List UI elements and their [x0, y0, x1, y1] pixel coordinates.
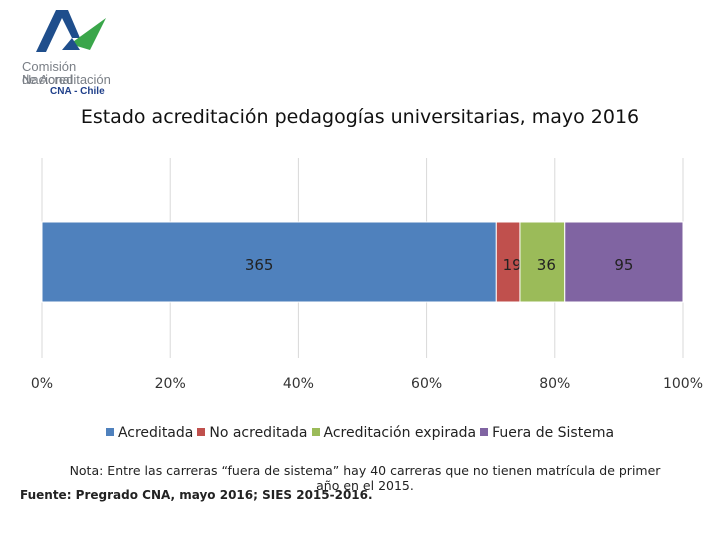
chart-title: Estado acreditación pedagogías universit… — [80, 106, 640, 128]
legend-item: No acreditada — [197, 425, 308, 441]
x-tick-label: 100% — [663, 376, 703, 392]
chart-plot: 0% 20% 40% 60% 80% 100% 365 19 36 95 — [31, 158, 703, 392]
logo-line-3: CNA - Chile — [50, 86, 105, 97]
legend-label: Fuera de Sistema — [492, 425, 615, 441]
legend-label: No acreditada — [209, 425, 308, 441]
note-line-1: Nota: Entre las carreras “fuera de siste… — [69, 463, 661, 478]
legend-swatch — [311, 428, 320, 436]
data-label: 95 — [614, 256, 633, 274]
legend-item: Acreditada — [105, 425, 194, 441]
legend-swatch — [197, 428, 206, 436]
legend-item: Fuera de Sistema — [480, 425, 614, 441]
cna-logo-icon — [36, 10, 106, 52]
x-tick-label: 40% — [283, 376, 314, 392]
source-text: Fuente: Pregrado CNA, mayo 2016; SIES 20… — [20, 488, 373, 502]
legend-item: Acreditación expirada — [311, 425, 477, 441]
bar-segment-4 — [564, 221, 684, 303]
data-label: 19 — [503, 256, 522, 274]
x-tick-label: 0% — [31, 376, 53, 392]
x-tick-label: 20% — [155, 376, 186, 392]
legend-label: Acreditación expirada — [323, 425, 477, 441]
note: Nota: Entre las carreras “fuera de siste… — [40, 463, 690, 493]
chart-legend: Acreditada No acreditada Acreditación expi… — [0, 425, 720, 441]
cna-logo: Comisión Nacional de Acreditación CNA - … — [10, 8, 130, 97]
bar-segment-1 — [41, 221, 497, 303]
data-label: 36 — [537, 256, 556, 274]
legend-swatch — [105, 428, 114, 436]
note-line-2: año en el 2015. — [316, 478, 414, 493]
legend-label: Acreditada — [117, 425, 194, 441]
legend-swatch — [480, 428, 489, 436]
x-tick-label: 80% — [539, 376, 570, 392]
x-tick-label: 60% — [411, 376, 442, 392]
data-label: 365 — [245, 256, 274, 274]
logo-line-2: de Acreditación — [22, 72, 111, 87]
logo-line-1: Comisión Nacional — [22, 59, 77, 87]
